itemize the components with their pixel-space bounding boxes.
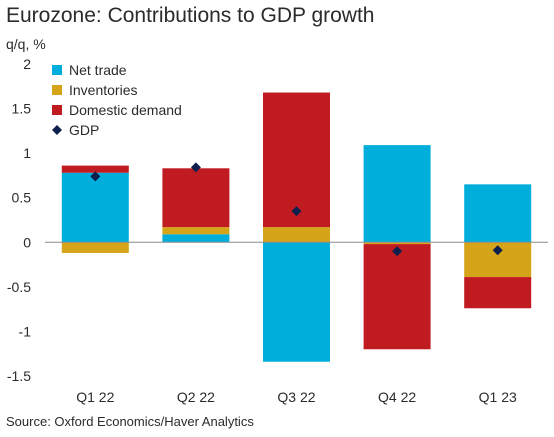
y-tick-label: -1 xyxy=(19,323,32,339)
legend: Net trade Inventories Domestic demand GDP xyxy=(52,62,182,138)
x-tick-label: Q1 22 xyxy=(76,389,114,405)
legend-swatch xyxy=(52,85,62,95)
bar-net-trade xyxy=(263,242,330,362)
y-tick-label: 0.5 xyxy=(12,190,32,206)
y-tick-label: 1.5 xyxy=(12,101,32,117)
bar-inventories xyxy=(61,242,129,253)
bar-inventories xyxy=(162,227,230,235)
x-tick-labels: Q1 22 Q2 22 Q3 22 Q4 22 Q1 23 xyxy=(76,389,517,405)
bar-domestic-demand xyxy=(162,168,230,228)
bar-net-trade xyxy=(61,172,129,243)
y-tick-label: 1 xyxy=(23,145,31,161)
x-tick-label: Q2 22 xyxy=(177,389,215,405)
bar-net-trade xyxy=(363,145,431,243)
x-tick-label: Q4 22 xyxy=(378,389,416,405)
y-tick-label: -0.5 xyxy=(7,279,31,295)
legend-marker xyxy=(52,125,62,135)
bar-domestic-demand xyxy=(363,244,431,350)
y-tick-label: 2 xyxy=(23,56,31,72)
gdp-markers xyxy=(90,162,503,257)
legend-label: GDP xyxy=(69,122,99,138)
chart-title: Eurozone: Contributions to GDP growth xyxy=(6,4,375,27)
bar-domestic-demand xyxy=(464,277,532,309)
bars xyxy=(61,92,532,362)
gdp-marker xyxy=(90,171,101,182)
y-tick-label: -1.5 xyxy=(7,368,31,384)
source-note: Source: Oxford Economics/Haver Analytics xyxy=(6,414,254,429)
gdp-marker xyxy=(392,246,403,257)
bar-domestic-demand xyxy=(61,165,129,173)
legend-swatch xyxy=(52,65,62,75)
gdp-marker xyxy=(291,206,302,217)
gdp-marker xyxy=(492,245,503,256)
bar-inventories xyxy=(263,227,330,243)
x-tick-label: Q1 23 xyxy=(479,389,517,405)
gdp-marker xyxy=(190,162,201,173)
bar-net-trade xyxy=(162,234,230,243)
legend-swatch xyxy=(52,105,62,115)
legend-label: Net trade xyxy=(69,62,127,78)
legend-label: Domestic demand xyxy=(69,102,182,118)
y-tick-label: 0 xyxy=(23,234,31,250)
bar-net-trade xyxy=(464,184,532,243)
bar-inventories xyxy=(363,242,431,245)
legend-label: Inventories xyxy=(69,82,137,98)
y-axis-unit-label: q/q, % xyxy=(6,36,46,52)
x-tick-label: Q3 22 xyxy=(277,389,315,405)
bar-domestic-demand xyxy=(263,92,330,228)
y-tick-labels: 2 1.5 1 0.5 0 -0.5 -1 -1.5 xyxy=(7,56,31,384)
